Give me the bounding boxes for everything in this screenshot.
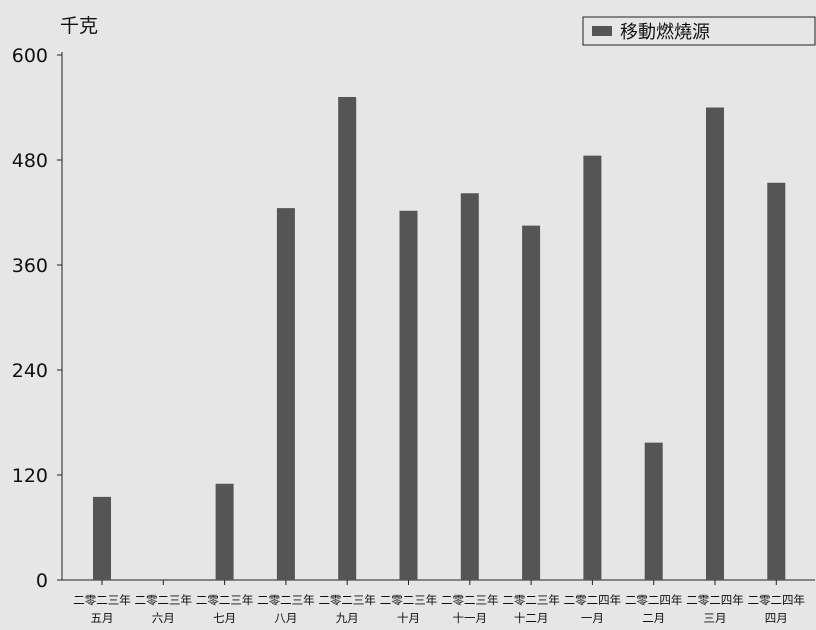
x-tick-label-year: 二零二四年 <box>748 593 806 607</box>
bar <box>400 211 418 580</box>
x-tick-label-year: 二零二四年 <box>564 593 622 607</box>
x-tick-label-month: 九月 <box>336 611 359 625</box>
x-tick-label-month: 四月 <box>765 611 788 625</box>
x-tick-label-month: 一月 <box>581 611 604 625</box>
legend: 移動燃燒源 <box>583 17 815 45</box>
x-tick-label-month: 七月 <box>213 611 236 625</box>
bar <box>583 156 601 580</box>
bar <box>706 108 724 581</box>
x-tick-label-month: 十月 <box>397 611 420 625</box>
y-tick-label: 600 <box>12 45 48 67</box>
x-tick-label-month: 五月 <box>91 611 114 625</box>
x-tick-label-year: 二零二四年 <box>686 593 744 607</box>
bars <box>93 97 785 580</box>
bar <box>216 484 234 580</box>
legend-swatch <box>592 26 612 36</box>
bar <box>277 208 295 580</box>
bar <box>645 443 663 580</box>
x-tick-label-year: 二零二三年 <box>318 593 376 607</box>
y-tick-label: 240 <box>12 360 48 382</box>
x-tick-label-month: 八月 <box>274 611 297 625</box>
bar <box>93 497 111 580</box>
axes <box>62 52 815 580</box>
y-tick-label: 0 <box>36 570 48 592</box>
y-tick-label: 360 <box>12 255 48 277</box>
y-tick-label: 480 <box>12 150 48 172</box>
x-tick-label-year: 二零二三年 <box>135 593 193 607</box>
y-axis-label: 千克 <box>60 15 98 37</box>
x-tick-label-year: 二零二三年 <box>196 593 254 607</box>
bar <box>338 97 356 580</box>
x-tick-label-month: 十二月 <box>514 611 549 625</box>
x-tick-label-year: 二零二三年 <box>441 593 499 607</box>
x-tick-label-year: 二零二三年 <box>73 593 131 607</box>
bar <box>461 193 479 580</box>
x-tick-label-month: 十一月 <box>453 611 488 625</box>
y-tick-label: 120 <box>12 465 48 487</box>
x-tick-label-month: 三月 <box>704 611 727 625</box>
x-tick-label-month: 六月 <box>152 611 175 625</box>
bar <box>522 226 540 580</box>
bar <box>767 183 785 580</box>
legend-label: 移動燃燒源 <box>620 22 710 43</box>
x-tick-label-year: 二零二四年 <box>625 593 683 607</box>
x-tick-label-month: 二月 <box>642 611 665 625</box>
x-tick-label-year: 二零二三年 <box>257 593 315 607</box>
x-tick-label-year: 二零二三年 <box>380 593 438 607</box>
x-tick-label-year: 二零二三年 <box>502 593 560 607</box>
